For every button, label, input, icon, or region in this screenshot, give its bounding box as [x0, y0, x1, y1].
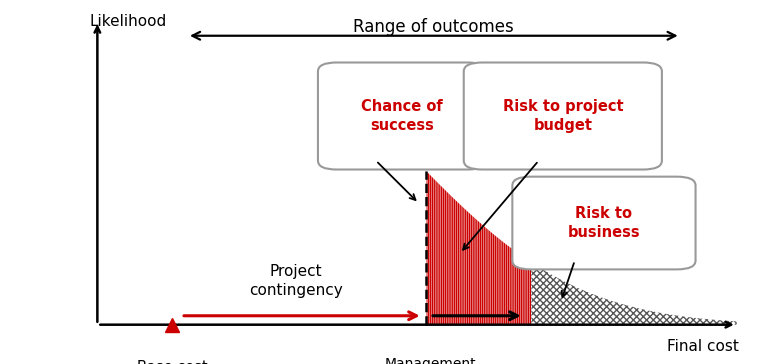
- Text: Base cost: Base cost: [137, 360, 208, 364]
- Text: Risk to
business: Risk to business: [568, 206, 640, 241]
- Text: Final cost: Final cost: [667, 339, 739, 354]
- FancyBboxPatch shape: [464, 63, 662, 170]
- Text: Risk to project
budget: Risk to project budget: [503, 99, 623, 134]
- Text: Likelihood: Likelihood: [90, 14, 167, 29]
- Text: Range of outcomes: Range of outcomes: [353, 18, 514, 36]
- FancyBboxPatch shape: [513, 177, 696, 269]
- FancyBboxPatch shape: [318, 63, 486, 170]
- Text: Management
reserve: Management reserve: [385, 357, 476, 364]
- Text: Chance of
success: Chance of success: [361, 99, 443, 134]
- Text: Project
contingency: Project contingency: [249, 264, 343, 298]
